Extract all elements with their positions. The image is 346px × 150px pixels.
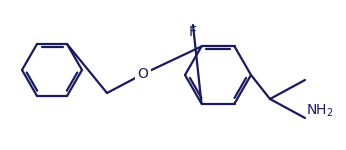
Text: F: F	[189, 25, 197, 39]
Text: O: O	[138, 67, 148, 81]
Text: NH$_2$: NH$_2$	[306, 103, 334, 119]
